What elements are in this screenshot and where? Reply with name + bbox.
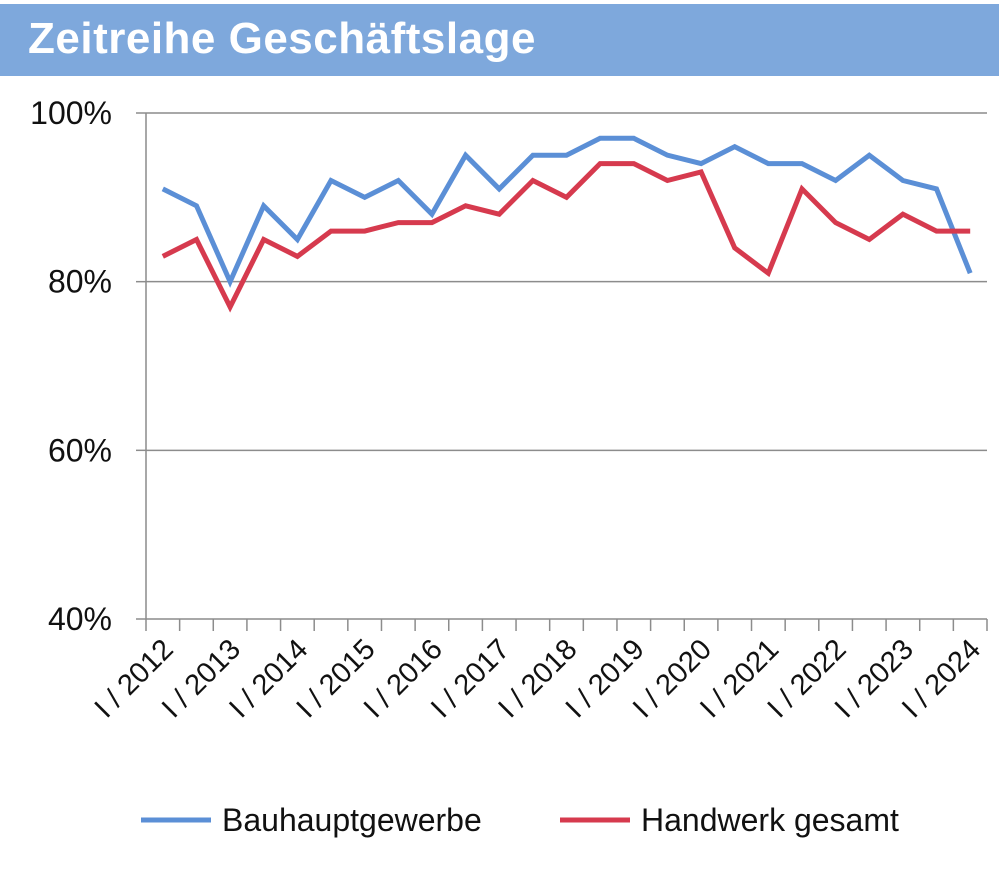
title-bar: Zeitreihe Geschäftslage [0, 4, 999, 76]
series-line-handwerk-gesamt [161, 161, 971, 313]
y-tick-label: 40% [48, 601, 112, 637]
y-tick-label: 100% [30, 95, 112, 131]
legend-label: Handwerk gesamt [641, 802, 899, 838]
series-line-bauhauptgewerbe [161, 135, 973, 288]
y-tick-label: 60% [48, 432, 112, 468]
y-tick-label: 80% [48, 264, 112, 300]
legend-label: Bauhauptgewerbe [222, 802, 482, 838]
chart-title: Zeitreihe Geschäftslage [28, 14, 536, 63]
